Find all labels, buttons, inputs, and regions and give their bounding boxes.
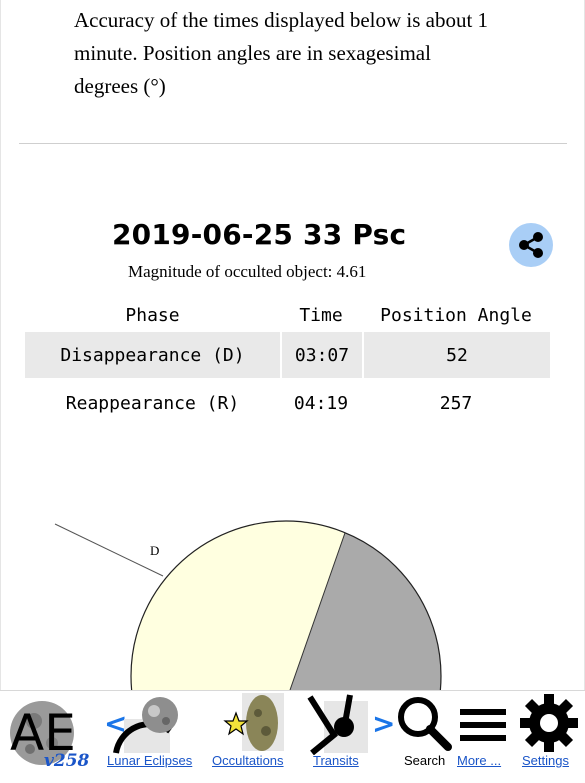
disappearance-path-line (54, 523, 164, 577)
occultation-table: Phase Time Position Angle Disappearance … (25, 298, 550, 428)
share-button[interactable] (509, 223, 553, 267)
header-position-angle: Position Angle (380, 304, 532, 326)
app-version: v258 (44, 751, 90, 771)
share-icon (519, 232, 543, 258)
table-header-row: Phase Time Position Angle (25, 300, 550, 330)
cell-phase: Disappearance (D) (25, 332, 280, 378)
nav-search[interactable]: Search (392, 691, 456, 778)
cell-angle: 52 (362, 332, 550, 378)
cell-phase: Reappearance (R) (65, 392, 240, 414)
header-phase: Phase (125, 304, 180, 326)
label-d: D (150, 543, 159, 558)
nav-settings[interactable]: Settings (518, 691, 582, 778)
nav-label-lunar-eclipses: Lunar Eclipses (107, 753, 193, 768)
nav-label-more: More ... (457, 753, 502, 768)
occultation-diagram: D (54, 520, 442, 690)
search-icon (398, 697, 452, 751)
moon-disk-outline (130, 520, 442, 690)
nav-occultations[interactable]: Occultations (210, 691, 296, 778)
nav-transits[interactable]: Transits (304, 691, 376, 778)
gear-icon (520, 694, 578, 752)
header-time: Time (299, 304, 343, 326)
bottom-navigation: AE v258 < Lunar Eclipses Occultations (0, 690, 585, 778)
nav-label-transits: Transits (313, 753, 359, 768)
table-row: Reappearance (R) 04:19 257 (25, 380, 550, 426)
next-arrow-icon[interactable]: > (372, 707, 396, 740)
app-logo[interactable]: AE v258 (4, 691, 96, 778)
moon-logo-icon (10, 701, 74, 765)
cell-angle: 257 (439, 392, 473, 414)
nav-more[interactable]: More ... (456, 691, 514, 778)
occultation-icon (223, 693, 284, 751)
nav-lunar-eclipses[interactable]: Lunar Eclipses (104, 691, 206, 778)
prev-arrow-icon[interactable]: < (104, 707, 128, 740)
accuracy-note: Accuracy of the times displayed below is… (74, 8, 489, 98)
cell-time: 03:07 (280, 332, 362, 378)
transit-icon (307, 694, 368, 756)
app-logo-text: AE (10, 704, 76, 762)
lunar-eclipse-icon (113, 697, 178, 754)
magnitude-text: Magnitude of occulted object: 4.61 (128, 262, 367, 281)
menu-icon (460, 709, 506, 741)
event-title: 2019-06-25 33 Psc (112, 218, 407, 251)
nav-label-search: Search (404, 753, 446, 768)
nav-label-occultations: Occultations (212, 753, 284, 768)
table-row: Disappearance (D) 03:07 52 (25, 332, 550, 378)
cell-time: 04:19 (293, 392, 349, 414)
nav-label-settings: Settings (522, 753, 569, 768)
divider (19, 143, 567, 144)
